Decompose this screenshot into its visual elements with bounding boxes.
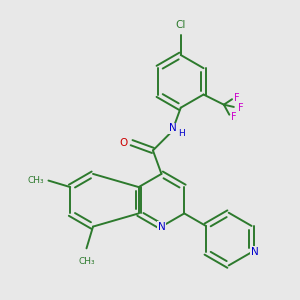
Text: N: N — [158, 222, 165, 232]
Text: Cl: Cl — [176, 20, 186, 31]
Text: CH₃: CH₃ — [27, 176, 44, 185]
Text: F: F — [234, 93, 239, 103]
Text: F: F — [231, 112, 237, 122]
Text: N: N — [251, 247, 259, 257]
Text: F: F — [238, 103, 244, 113]
Text: CH₃: CH₃ — [78, 256, 95, 266]
Text: H: H — [178, 129, 185, 138]
Text: N: N — [169, 123, 177, 134]
Text: O: O — [119, 138, 128, 148]
